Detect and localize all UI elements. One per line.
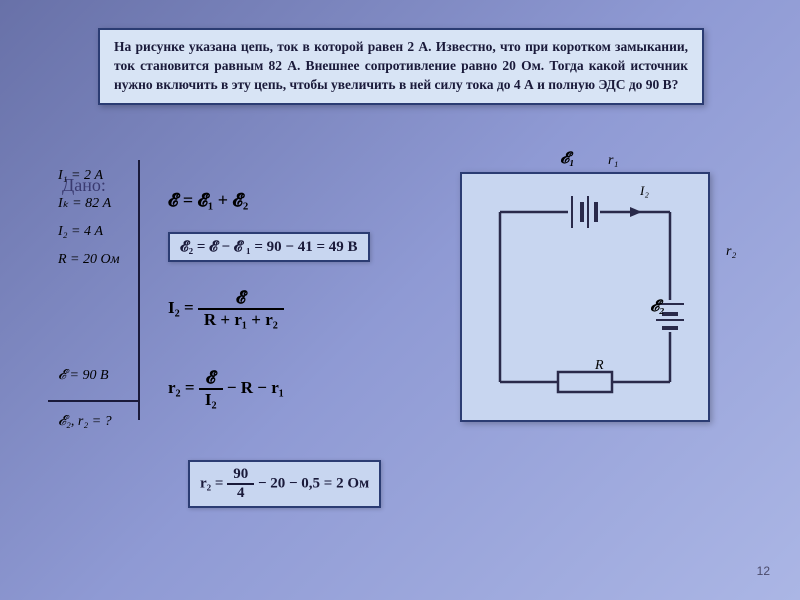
given-hr — [48, 400, 138, 402]
circuit-label-e1: 𝓔₁ — [560, 150, 575, 168]
given-r: R = 20 Ом — [58, 246, 120, 274]
eq-i2: I₂ = 𝓔 R + r₁ + r₂ — [168, 288, 284, 330]
circuit-label-i2: I₂ — [640, 183, 649, 199]
eq-sum: 𝓔 = 𝓔₁ + 𝓔₂ — [168, 190, 248, 211]
eq-i2-den: R + r₁ + r₂ — [198, 310, 284, 330]
eq-r2-result: r₂ = 90 4 − 20 − 0,5 = 2 Ом — [188, 460, 381, 508]
eq-r2-den: I₂ — [199, 390, 223, 410]
given-divider — [138, 160, 140, 420]
given-i1: I₁ = 2 А — [58, 162, 120, 190]
eq-e2-result: 𝓔₂ = 𝓔 − 𝓔 ₁ = 90 − 41 = 49 В — [168, 232, 370, 262]
eq-i2-lhs: I₂ = — [168, 298, 194, 317]
eq-r2-rhs: − R − r₁ — [227, 378, 284, 397]
circuit-svg — [480, 192, 690, 402]
eq-r2b-lhs: r₂ = — [200, 475, 223, 491]
given-i2: I₂ = 4 А — [58, 218, 120, 246]
eq-r2b-den: 4 — [227, 485, 254, 502]
circuit-label-r1: r₁ — [608, 153, 618, 169]
eq-i2-num: 𝓔 — [198, 288, 284, 310]
problem-statement: На рисунке указана цепь, ток в которой р… — [98, 28, 704, 105]
eq-r2-num: 𝓔 — [199, 368, 223, 390]
given-column: I₁ = 2 А Iₖ = 82 А I₂ = 4 А R = 20 Ом 𝓔 … — [58, 162, 120, 436]
circuit-label-e2: 𝓔₂ — [650, 298, 665, 316]
given-find: 𝓔₂, r₂ = ? — [58, 408, 120, 436]
circuit-label-R: R — [595, 358, 604, 374]
given-e: 𝓔 = 90 В — [58, 362, 120, 390]
eq-r2b-num: 90 — [227, 466, 254, 485]
page-number: 12 — [757, 564, 770, 578]
given-ik: Iₖ = 82 А — [58, 190, 120, 218]
circuit-diagram — [460, 172, 710, 422]
circuit-label-r2: r₂ — [726, 244, 736, 260]
eq-r2b-rhs: − 20 − 0,5 = 2 Ом — [258, 475, 369, 491]
eq-r2: r₂ = 𝓔 I₂ − R − r₁ — [168, 368, 284, 410]
eq-r2-lhs: r₂ = — [168, 378, 195, 397]
